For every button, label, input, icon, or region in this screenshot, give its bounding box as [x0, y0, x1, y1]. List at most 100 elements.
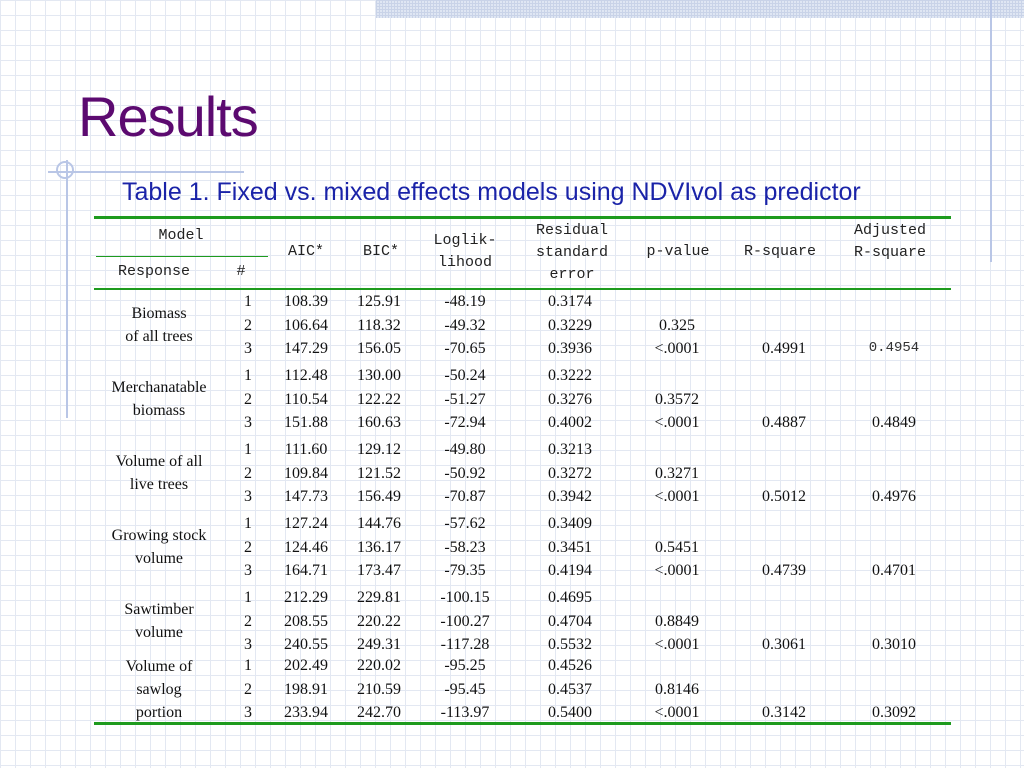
cell-bic: 160.63: [357, 414, 401, 431]
cell-adj: 0.4701: [872, 562, 916, 579]
cell-rse: 0.3174: [548, 293, 592, 310]
cell-bic: 118.32: [357, 316, 401, 334]
header-model: Model: [158, 227, 204, 244]
cell-rse: 0.5400: [548, 704, 592, 721]
cell-adj: 0.4849: [872, 414, 916, 431]
cell-adj: 0.4954: [868, 340, 920, 356]
cell-num: 3: [244, 562, 252, 579]
cell-num: 1: [244, 441, 252, 458]
cell-bic: 229.81: [357, 589, 401, 606]
cell-rsq: 0.4887: [762, 414, 806, 431]
cell-rse: 0.4194: [548, 562, 592, 579]
cell-rse: 0.3276: [548, 390, 592, 408]
cell-p: 0.3271: [655, 464, 699, 482]
cell-adj: 0.3010: [872, 636, 916, 653]
cell-aic: 111.60: [284, 441, 328, 458]
header-residual-standard-error: Residual standard error: [535, 222, 608, 283]
header-loglikelihood: Loglik- lihood: [433, 232, 497, 271]
cell-num: 2: [244, 316, 252, 334]
cell-aic: 112.48: [284, 367, 328, 384]
cell-num: 1: [244, 657, 252, 674]
cell-loglik: -50.24: [444, 367, 486, 384]
cell-rsq: 0.5012: [762, 488, 806, 505]
cell-bic: 220.02: [357, 657, 401, 674]
cell-adj: 0.3092: [872, 704, 916, 721]
cell-aic: 233.94: [284, 704, 328, 721]
cell-num: 3: [244, 488, 252, 505]
decorative-vertical-line: [990, 0, 992, 262]
cell-rse: 0.3272: [548, 464, 592, 482]
cell-rse: 0.3409: [548, 515, 592, 532]
header-response: Response: [117, 263, 190, 280]
table-bottom-rule: [94, 722, 951, 725]
cell-rsq: 0.3061: [762, 636, 806, 653]
cell-num: 2: [244, 390, 252, 408]
response-label: Growing stock volume: [111, 527, 207, 568]
cell-aic: 127.24: [284, 515, 328, 532]
model-header-rule: [96, 256, 268, 257]
cell-bic: 242.70: [357, 704, 401, 721]
cell-loglik: -57.62: [444, 515, 486, 532]
cell-bic: 136.17: [357, 538, 401, 556]
cell-aic: 110.54: [284, 390, 328, 408]
cell-num: 1: [244, 589, 252, 606]
cell-loglik: -100.15: [440, 589, 490, 606]
cell-loglik: -100.27: [440, 612, 490, 630]
cell-rse: 0.3229: [548, 316, 592, 334]
cell-aic: 108.39: [284, 293, 328, 310]
cell-rse: 0.4704: [548, 612, 592, 630]
cell-p: 0.325: [659, 316, 695, 334]
header-aic: AIC*: [287, 243, 324, 260]
cell-rse: 0.3936: [548, 340, 592, 357]
cell-loglik: -70.87: [444, 488, 486, 505]
cell-loglik: -51.27: [444, 390, 486, 408]
cell-num: 3: [244, 636, 252, 653]
cell-bic: 144.76: [357, 515, 401, 532]
cell-loglik: -95.25: [444, 657, 486, 674]
table-header-rule: [94, 288, 951, 290]
cell-loglik: -95.45: [444, 680, 486, 698]
response-label: Volume of all live trees: [115, 453, 203, 494]
cell-bic: 156.05: [357, 340, 401, 357]
response-label: Sawtimber volume: [124, 601, 194, 642]
cell-aic: 198.91: [284, 680, 328, 698]
table-caption: Table 1. Fixed vs. mixed effects models …: [122, 178, 861, 206]
cell-aic: 208.55: [284, 612, 328, 630]
cell-aic: 202.49: [284, 657, 328, 674]
cell-num: 1: [244, 293, 252, 310]
slide-title: Results: [78, 85, 259, 148]
cell-num: 2: [244, 680, 252, 698]
cell-p: <.0001: [654, 636, 700, 653]
cell-aic: 212.29: [284, 589, 328, 606]
cell-rse: 0.3451: [548, 538, 592, 556]
cell-num: 3: [244, 414, 252, 431]
cell-bic: 130.00: [357, 367, 401, 384]
cell-rse: 0.4002: [548, 414, 592, 431]
decorative-circle: [56, 161, 74, 179]
decorative-title-underline: [48, 171, 244, 173]
cell-rsq: 0.3142: [762, 704, 806, 721]
cell-p: <.0001: [654, 488, 700, 505]
cell-p: 0.5451: [655, 538, 699, 556]
cell-bic: 210.59: [357, 680, 401, 698]
cell-aic: 147.73: [284, 488, 328, 505]
cell-num: 3: [244, 340, 252, 357]
cell-aic: 164.71: [284, 562, 328, 579]
response-label: Merchanatable biomass: [111, 379, 207, 420]
cell-aic: 109.84: [284, 464, 328, 482]
table-top-rule: [94, 216, 951, 219]
header-bic: BIC*: [362, 243, 399, 260]
cell-rsq: 0.4991: [762, 340, 806, 357]
cell-p: 0.3572: [655, 390, 699, 408]
cell-p: <.0001: [654, 704, 700, 721]
cell-loglik: -48.19: [444, 293, 486, 310]
cell-rse: 0.3213: [548, 441, 592, 458]
cell-rse: 0.5532: [548, 636, 592, 653]
cell-adj: 0.4976: [872, 488, 916, 505]
header-number: #: [236, 263, 246, 280]
cell-bic: 173.47: [357, 562, 401, 579]
decorative-band: [376, 0, 1024, 18]
header-p-value: p-value: [646, 243, 710, 260]
cell-num: 1: [244, 515, 252, 532]
cell-p: <.0001: [654, 340, 700, 357]
